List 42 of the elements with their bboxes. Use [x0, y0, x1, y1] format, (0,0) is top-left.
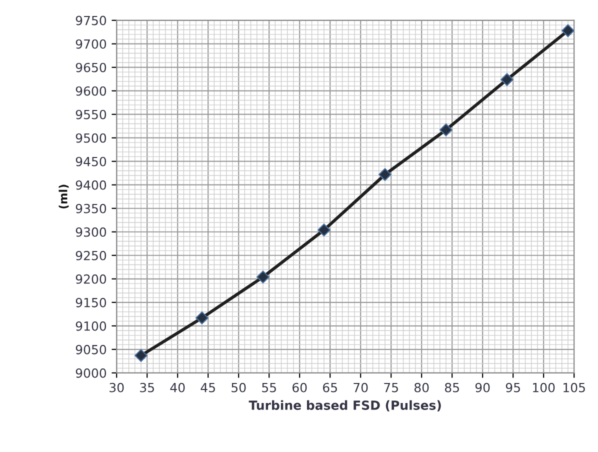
point [500, 73, 514, 86]
x-tick-label: 105 [564, 382, 585, 392]
y-tick-label: 9700 [76, 39, 106, 49]
y-tick-label: 9750 [76, 16, 106, 26]
x-tick-label: 30 [110, 382, 124, 392]
x-tick-label: 35 [140, 382, 154, 392]
point [196, 311, 208, 324]
x-tick-label: 55 [262, 383, 276, 392]
y-tick-label: 9100 [76, 321, 106, 331]
x-tick-label: 95 [506, 382, 520, 392]
x-tick-label: 45 [200, 383, 215, 392]
y-tick-label: 9600 [76, 86, 106, 96]
y-tick-label: 9300 [76, 227, 106, 237]
y-tick-label: 9250 [76, 250, 106, 260]
x-tick-label: 50 [232, 382, 246, 392]
y-tick-label: 9650 [76, 62, 106, 72]
x-tick-label: 40 [170, 382, 185, 392]
x-tick-label: 85 [444, 382, 459, 392]
x-axis-title: Turbine based FSD (Pulses) [248, 400, 441, 412]
y-tick-label: 9450 [76, 156, 106, 166]
x-tick-label: 100 [533, 382, 555, 392]
x-tick-label: 70 [354, 382, 368, 392]
x-tick-label: 80 [414, 382, 429, 392]
y-tick-label: 9350 [76, 204, 106, 214]
point [256, 270, 270, 284]
point [134, 349, 148, 362]
point [378, 168, 392, 181]
y-tick-label: 9550 [76, 110, 106, 120]
x-tick-label: 75 [384, 383, 398, 392]
x-tick-label: 60 [292, 382, 307, 392]
y-tick-label: 9050 [76, 344, 106, 354]
point [440, 123, 452, 136]
y-axis-title: (ml) [58, 184, 69, 208]
y-tick-label: 9200 [76, 274, 106, 284]
point [562, 24, 574, 38]
y-tick-label: 9500 [76, 133, 106, 143]
y-tick-label: 9000 [76, 368, 106, 378]
x-tick-label: 90 [475, 382, 490, 392]
y-tick-label: 9400 [76, 180, 106, 190]
point [318, 224, 330, 236]
y-tick-label: 9150 [76, 298, 106, 308]
x-tick-label: 65 [323, 382, 337, 392]
